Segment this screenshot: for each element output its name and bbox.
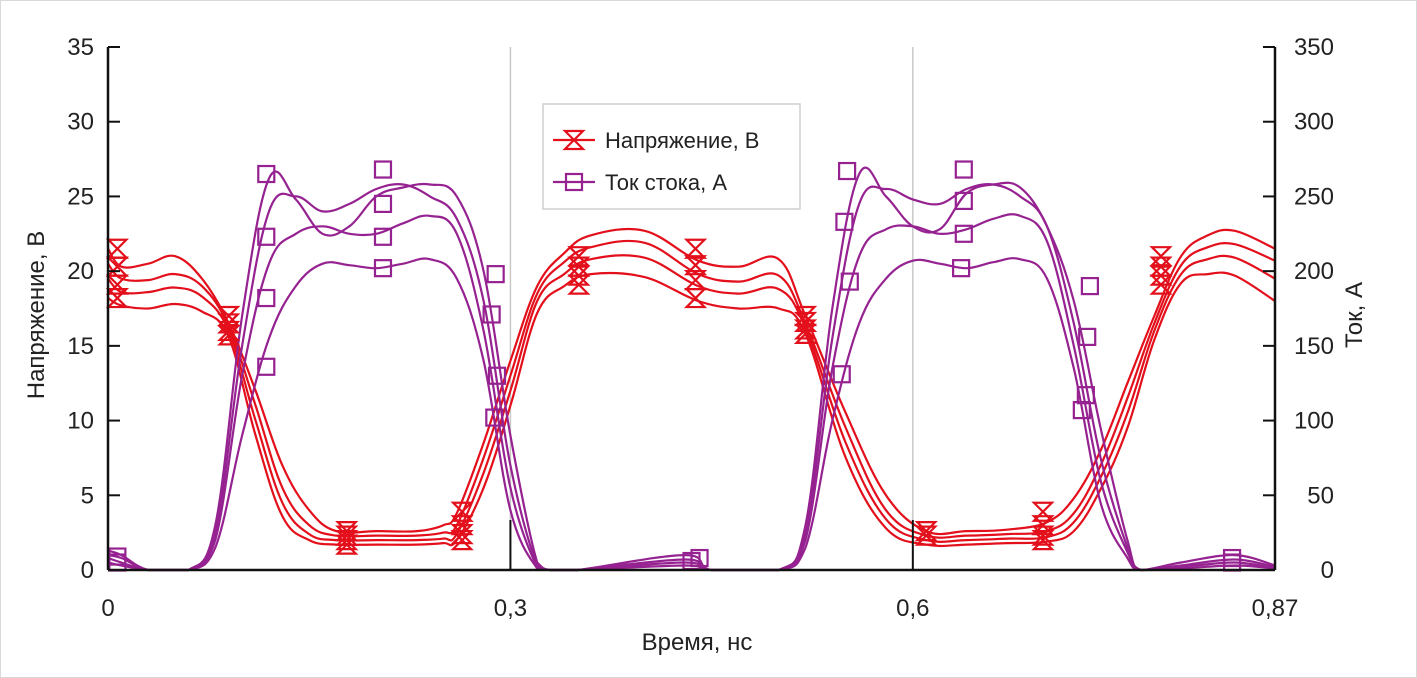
legend-marker-voltage bbox=[562, 129, 586, 151]
current-marker bbox=[257, 357, 276, 376]
voltage-marker bbox=[105, 238, 130, 259]
current-marker bbox=[257, 227, 276, 246]
current-series-line bbox=[107, 257, 1276, 572]
y-right-tick-label: 100 bbox=[1294, 408, 1334, 435]
y-right-tick-label: 250 bbox=[1294, 183, 1334, 210]
legend: Напряжение, В Ток стока, А bbox=[542, 103, 801, 210]
current-marker bbox=[1080, 276, 1099, 296]
y-right-tick-label: 350 bbox=[1294, 34, 1334, 61]
y-left-tick-label: 5 bbox=[81, 482, 94, 509]
current-series-line bbox=[107, 183, 1276, 572]
y-left-tick-label: 0 bbox=[81, 557, 94, 584]
current-marker bbox=[487, 366, 507, 385]
y-right-tick-label: 150 bbox=[1294, 333, 1334, 360]
current-marker bbox=[485, 408, 504, 427]
x-axis-label: Время, нс bbox=[642, 629, 753, 656]
current-marker bbox=[1222, 553, 1242, 572]
current-marker bbox=[837, 161, 857, 181]
current-marker bbox=[486, 265, 505, 284]
legend-entry-voltage: Напряжение, В bbox=[553, 128, 759, 153]
voltage-marker bbox=[567, 274, 591, 295]
y-left-tick-label: 15 bbox=[67, 333, 94, 360]
voltage-marker bbox=[1149, 246, 1173, 267]
voltage-marker bbox=[450, 530, 474, 551]
legend-marker-current bbox=[564, 172, 584, 192]
voltage-marker bbox=[683, 255, 708, 276]
current-marker bbox=[832, 365, 851, 384]
y-axis-left-label: Напряжение, В bbox=[23, 231, 50, 400]
y-left-tick-label: 35 bbox=[67, 34, 94, 61]
current-series-line bbox=[107, 166, 1276, 572]
x-tick-label: 0,6 bbox=[896, 595, 929, 622]
voltage-marker bbox=[914, 525, 938, 546]
axes bbox=[106, 46, 1277, 572]
y-right-tick-label: 200 bbox=[1294, 258, 1334, 285]
legend-label-current: Ток стока, А bbox=[605, 170, 727, 195]
current-marker bbox=[840, 272, 859, 291]
current-marker bbox=[1072, 401, 1091, 420]
voltage-marker bbox=[335, 534, 359, 555]
current-marker bbox=[835, 212, 854, 231]
voltage-marker bbox=[450, 501, 474, 522]
current-marker bbox=[373, 227, 393, 246]
legend-label-voltage: Напряжение, В bbox=[605, 128, 759, 153]
current-marker bbox=[1078, 327, 1097, 346]
current-marker bbox=[373, 259, 393, 278]
current-marker bbox=[482, 305, 501, 324]
legend-entry-current: Ток стока, А bbox=[553, 170, 727, 195]
current-curves bbox=[107, 166, 1276, 572]
voltage-marker bbox=[1031, 515, 1055, 536]
y-left-tick-label: 30 bbox=[67, 109, 94, 136]
y-right-tick-label: 300 bbox=[1294, 109, 1334, 136]
x-tick-label: 0 bbox=[101, 595, 114, 622]
voltage-marker bbox=[450, 515, 474, 536]
voltage-marker bbox=[217, 325, 241, 346]
current-marker bbox=[257, 288, 276, 308]
y-axis-right-label: Ток, А bbox=[1341, 282, 1368, 348]
voltage-marker bbox=[1031, 530, 1055, 551]
data-markers bbox=[105, 160, 1242, 572]
current-marker bbox=[108, 553, 127, 572]
current-marker bbox=[952, 259, 971, 278]
current-marker bbox=[690, 548, 709, 568]
x-tick-label: 0,3 bbox=[494, 595, 527, 622]
voltage-marker bbox=[914, 521, 938, 542]
voltage-marker bbox=[683, 287, 708, 309]
current-marker bbox=[373, 160, 393, 179]
voltage-marker bbox=[793, 323, 818, 345]
current-marker bbox=[954, 160, 973, 179]
voltage-series-line bbox=[107, 254, 1276, 543]
current-marker bbox=[373, 194, 393, 213]
y-right-tick-label: 50 bbox=[1307, 482, 1334, 509]
current-series-line bbox=[107, 213, 1276, 572]
current-marker bbox=[257, 164, 276, 184]
x-tick-label: 0,87 bbox=[1252, 595, 1299, 622]
voltage-marker bbox=[567, 265, 591, 286]
y-left-tick-label: 10 bbox=[67, 408, 94, 435]
current-marker bbox=[954, 191, 973, 211]
legend-box bbox=[542, 103, 801, 210]
voltage-marker bbox=[1149, 265, 1173, 286]
current-marker bbox=[954, 224, 973, 243]
y-right-tick-label: 0 bbox=[1321, 557, 1334, 584]
y-left-tick-label: 25 bbox=[67, 183, 94, 210]
current-marker bbox=[1076, 386, 1095, 405]
voltage-marker bbox=[683, 238, 708, 259]
voltage-marker bbox=[1031, 501, 1055, 522]
voltage-marker bbox=[567, 246, 591, 267]
y-left-tick-label: 20 bbox=[67, 258, 94, 285]
voltage-marker bbox=[1149, 274, 1173, 295]
